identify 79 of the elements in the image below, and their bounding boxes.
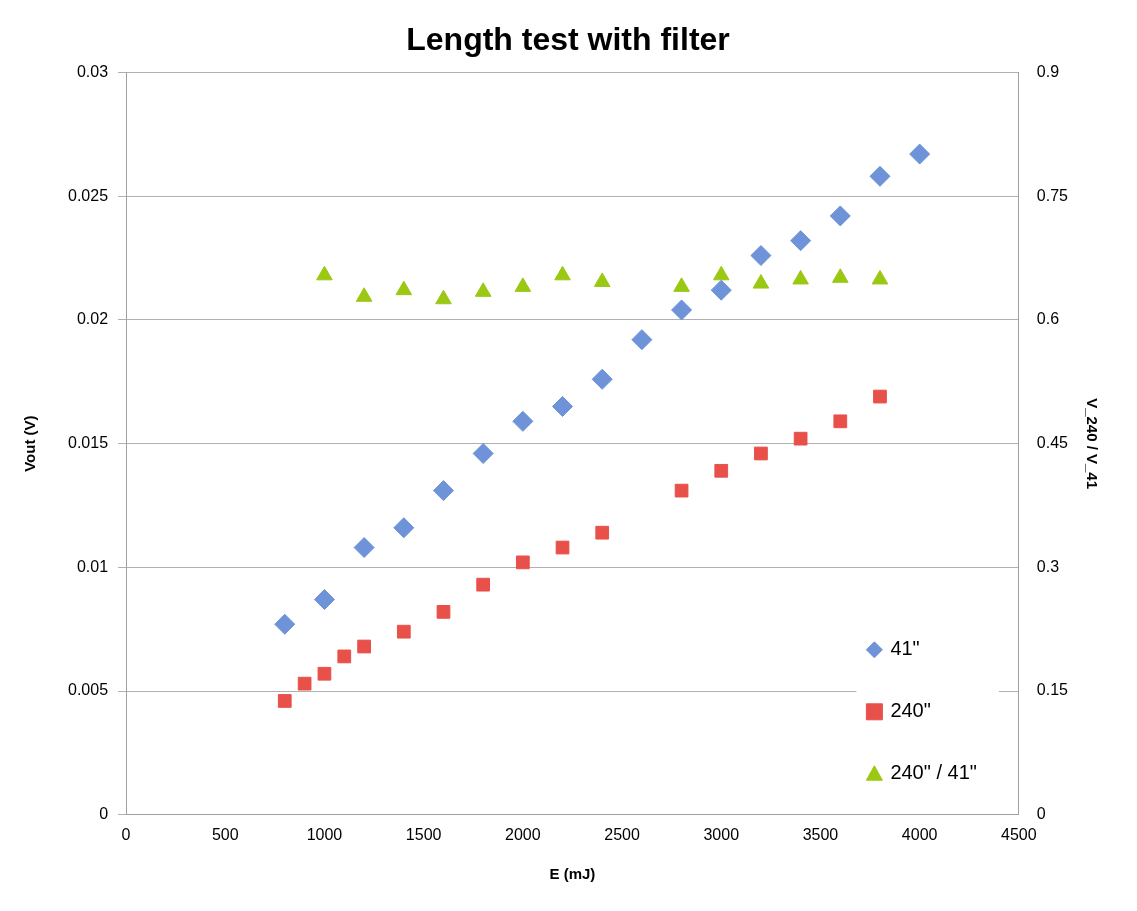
point	[432, 480, 454, 502]
point	[316, 265, 333, 281]
point	[710, 279, 732, 301]
point	[793, 431, 808, 446]
point	[871, 269, 889, 285]
x-tick-label: 3500	[802, 825, 839, 843]
point	[436, 605, 451, 619]
point	[909, 143, 931, 165]
point	[792, 269, 809, 285]
point	[754, 446, 768, 461]
y2-tick-label: 0.15	[1036, 681, 1069, 699]
point	[393, 517, 415, 539]
point	[474, 282, 492, 297]
point	[832, 268, 849, 283]
point	[833, 414, 848, 429]
legend-label: 240" / 41"	[890, 761, 977, 784]
legend-label: 41"	[890, 637, 920, 660]
x-tick-label: 500	[211, 825, 239, 843]
chart-title: Length test with filter	[406, 21, 730, 58]
point	[476, 577, 491, 592]
point	[435, 289, 452, 305]
point	[750, 245, 772, 267]
legend-label: 240"	[890, 699, 931, 722]
point	[869, 165, 891, 187]
y-axis-title: Vout (V)	[21, 415, 39, 472]
point	[595, 525, 610, 540]
point	[671, 299, 693, 321]
x-tick-label: 2500	[604, 825, 640, 843]
point	[593, 272, 611, 287]
x-tick-label: 1000	[306, 825, 343, 843]
point	[355, 287, 373, 302]
point	[337, 649, 352, 664]
point	[472, 443, 494, 464]
x-tick-label: 1500	[405, 825, 442, 843]
y-tick-label: 0.015	[67, 434, 109, 452]
y-tick-label: 0	[99, 805, 109, 823]
point	[631, 329, 653, 351]
x-tick-label: 2000	[505, 825, 541, 843]
x-tick-label: 4500	[1001, 825, 1037, 843]
point	[873, 389, 887, 404]
y2-tick-label: 0.3	[1036, 557, 1060, 575]
point	[790, 230, 812, 252]
point	[357, 639, 371, 654]
y-tick-label: 0.03	[76, 62, 109, 80]
y2-tick-label: 0.9	[1036, 62, 1060, 80]
point	[555, 540, 570, 555]
point	[313, 589, 335, 610]
x-axis-title: E (mJ)	[549, 865, 596, 883]
point	[752, 274, 770, 289]
x-tick-label: 0	[121, 825, 131, 843]
y-tick-label: 0.01	[76, 557, 109, 575]
point	[714, 463, 729, 478]
point	[829, 205, 851, 227]
point	[673, 277, 690, 292]
x-tick-label: 4000	[901, 825, 938, 843]
point	[591, 368, 613, 390]
point	[396, 624, 411, 639]
y2-tick-label: 0	[1036, 805, 1046, 823]
point	[514, 277, 532, 292]
point	[554, 265, 571, 281]
y2-tick-label: 0.6	[1036, 310, 1060, 328]
point	[512, 410, 534, 432]
y2-tick-label: 0.75	[1036, 186, 1069, 204]
point	[277, 694, 292, 708]
point	[515, 555, 530, 570]
y2-tick-label: 0.45	[1036, 434, 1069, 452]
point	[297, 676, 312, 691]
point	[552, 395, 574, 417]
point	[712, 265, 730, 281]
y-tick-label: 0.02	[76, 310, 109, 328]
point	[317, 666, 332, 681]
point	[674, 483, 689, 498]
y-tick-label: 0.005	[67, 681, 109, 699]
x-tick-label: 3000	[703, 825, 740, 843]
y2-axis-title: V_240 / V_41	[1083, 398, 1101, 490]
point	[395, 280, 413, 296]
point	[353, 537, 375, 559]
point	[274, 613, 296, 635]
y-tick-label: 0.025	[67, 186, 109, 204]
